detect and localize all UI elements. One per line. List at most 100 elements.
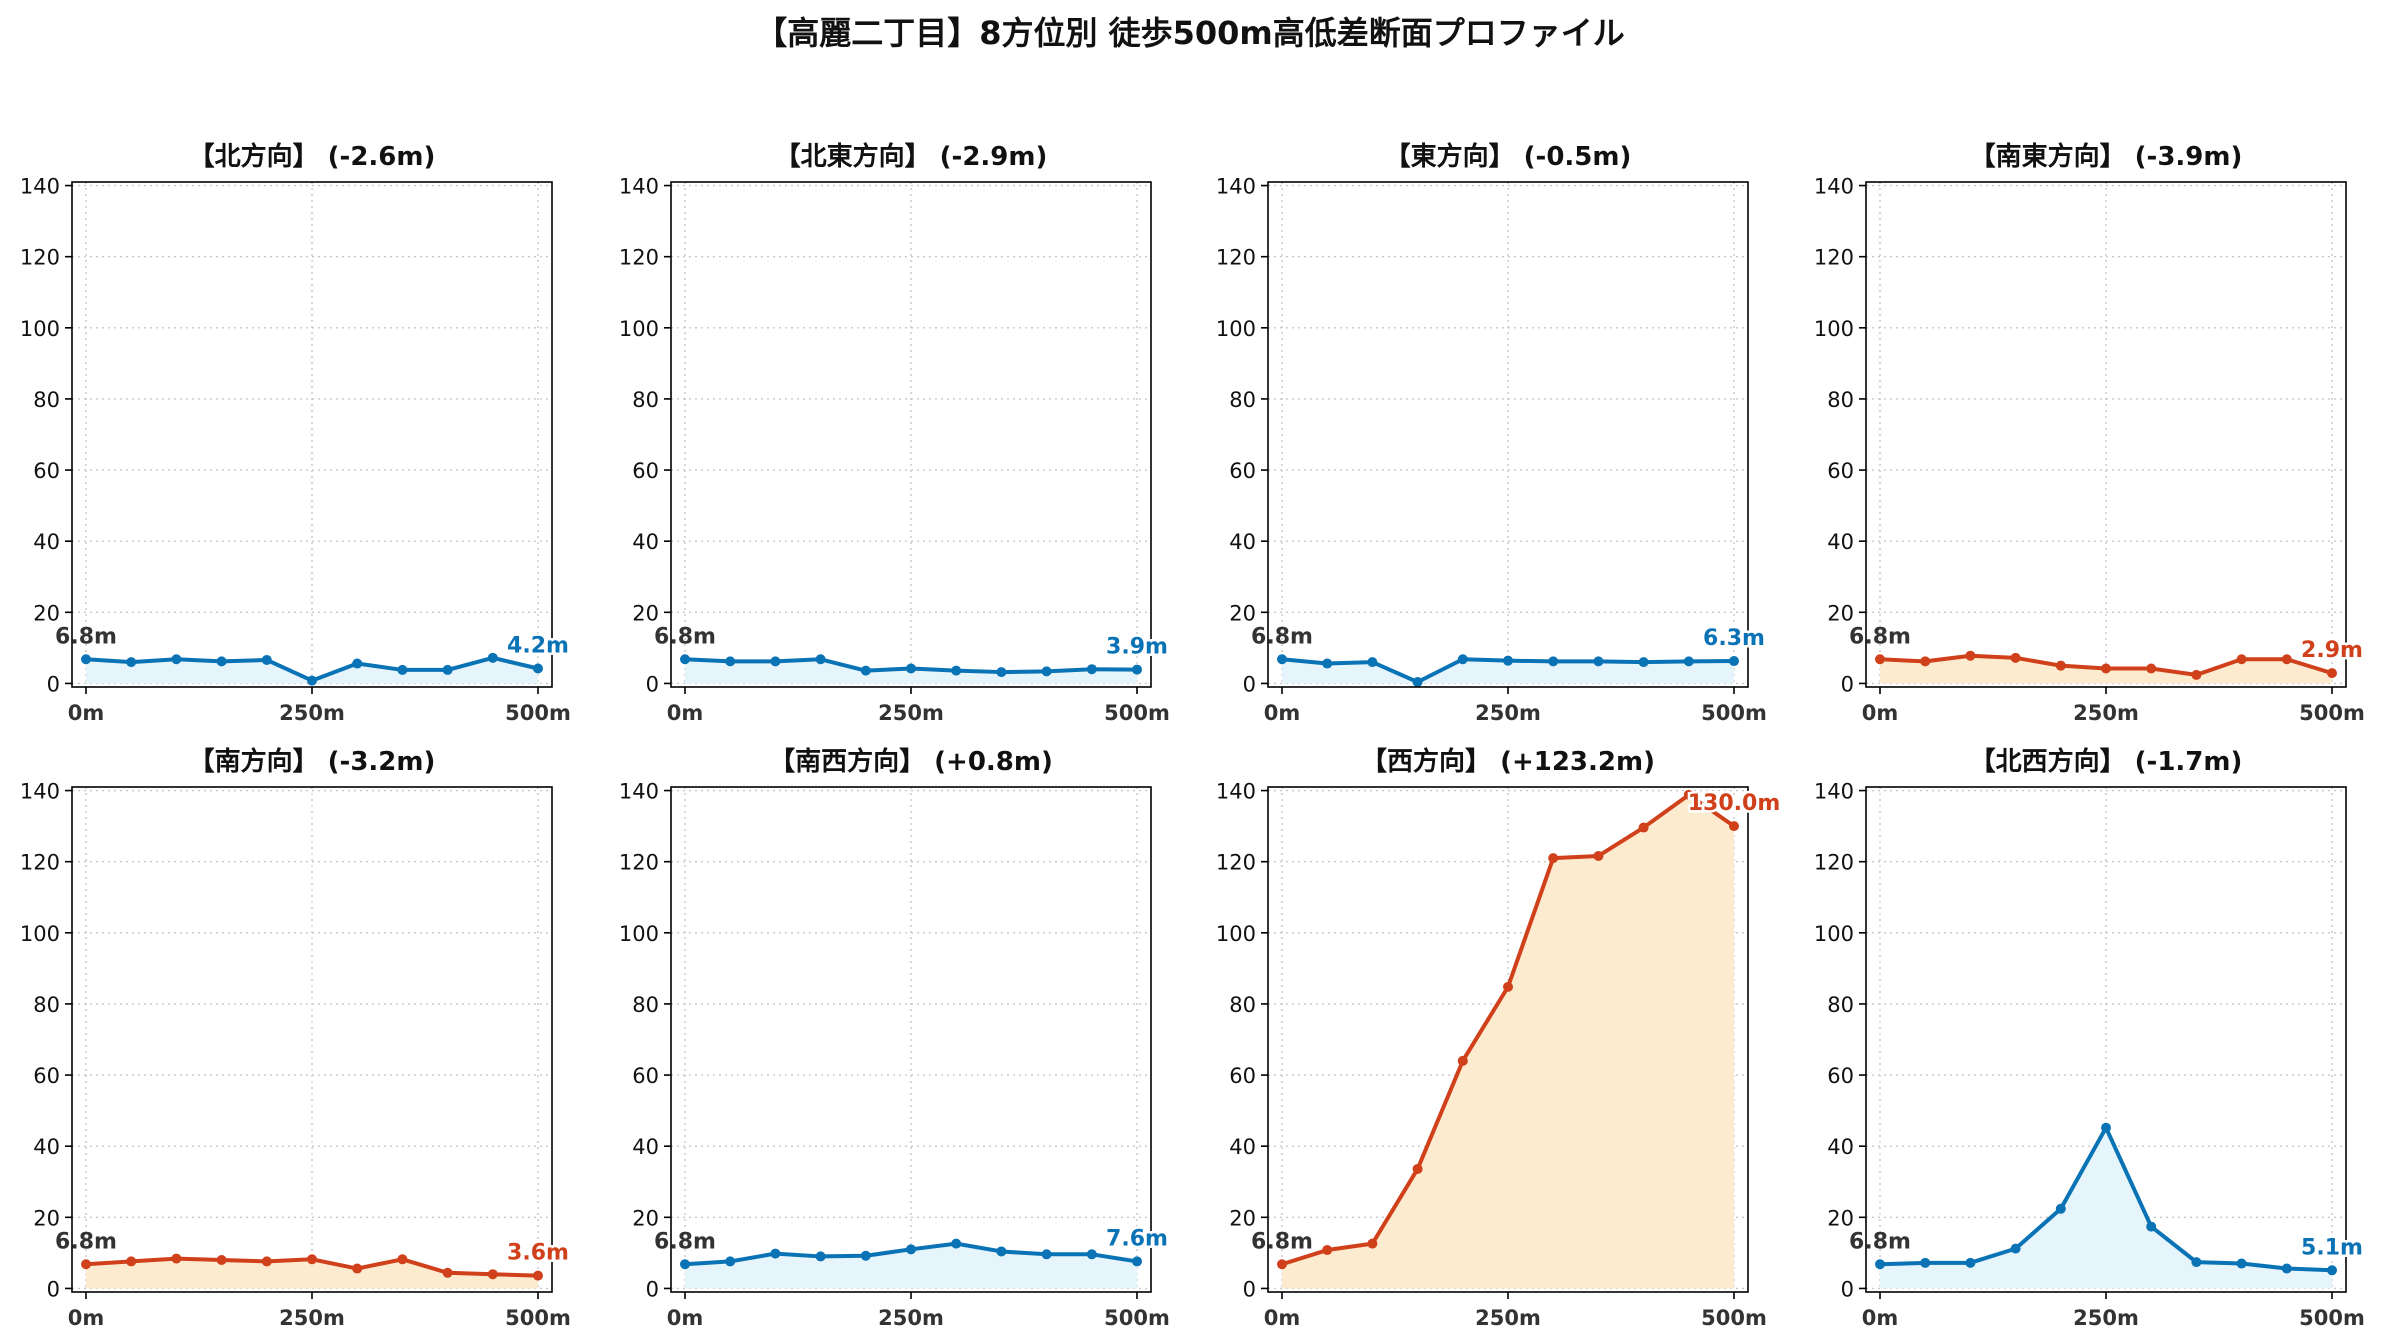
profile-point xyxy=(996,1246,1007,1257)
profile-point xyxy=(1503,655,1513,666)
y-tick-label: 120 xyxy=(1216,246,1256,270)
profile-point xyxy=(996,667,1007,678)
y-tick-label: 20 xyxy=(632,1206,659,1230)
x-tick-label: 500m xyxy=(505,1306,571,1330)
y-tick-label: 60 xyxy=(1827,459,1854,483)
profile-point xyxy=(1638,657,1649,668)
start-elevation-label: 6.8m xyxy=(1849,1229,1911,1254)
y-tick-label: 140 xyxy=(20,175,60,199)
profile-point xyxy=(487,652,498,663)
y-tick-label: 60 xyxy=(632,459,659,483)
y-tick-label: 20 xyxy=(33,601,60,625)
start-elevation-label: 6.8m xyxy=(55,624,117,649)
y-tick-label: 20 xyxy=(1827,1206,1854,1230)
profile-panel: 【北西方向】 (-1.7m) 0 20 40 60 80 100 120 140 0m 250m 50… xyxy=(1814,746,2366,1330)
profile-point xyxy=(533,1270,543,1281)
profile-point xyxy=(1041,1249,1052,1260)
profile-point xyxy=(1412,1163,1423,1174)
y-tick-label: 60 xyxy=(33,459,60,483)
y-tick-label: 120 xyxy=(619,246,659,270)
profile-point xyxy=(216,1254,227,1265)
y-tick-label: 100 xyxy=(619,317,659,341)
y-tick-label: 40 xyxy=(632,530,659,554)
end-elevation-label: 6.3m xyxy=(1703,626,1765,651)
profile-point xyxy=(2146,1221,2157,1232)
start-elevation-label: 6.8m xyxy=(654,624,716,649)
profile-point xyxy=(1683,656,1694,667)
y-tick-label: 20 xyxy=(1827,601,1854,625)
x-tick-label: 0m xyxy=(68,1306,105,1330)
profile-point xyxy=(216,656,227,667)
profile-point xyxy=(81,654,91,665)
profile-point xyxy=(2327,668,2337,679)
y-tick-label: 100 xyxy=(1216,317,1256,341)
y-tick-label: 140 xyxy=(1814,780,1854,804)
x-tick-label: 500m xyxy=(1701,1306,1767,1330)
y-tick-label: 140 xyxy=(1814,175,1854,199)
profile-point xyxy=(951,1238,962,1249)
profile-panel: 【南東方向】 (-3.9m) 0 20 40 60 80 100 120 140 0m 250m 50… xyxy=(1814,141,2366,725)
end-elevation-label: 4.2m xyxy=(507,634,569,659)
y-tick-label: 140 xyxy=(1216,175,1256,199)
profile-area xyxy=(1880,1127,2332,1289)
y-tick-label: 140 xyxy=(619,780,659,804)
y-tick-label: 80 xyxy=(632,993,659,1017)
end-elevation-label: 5.1m xyxy=(2301,1235,2363,1260)
x-tick-label: 0m xyxy=(68,701,105,725)
profile-point xyxy=(2327,1265,2337,1276)
profile-point xyxy=(1041,666,1052,677)
y-tick-label: 40 xyxy=(1229,530,1256,554)
profile-point xyxy=(126,1256,137,1267)
x-tick-label: 500m xyxy=(1701,701,1767,725)
y-tick-label: 20 xyxy=(632,601,659,625)
y-tick-label: 40 xyxy=(1229,1135,1256,1159)
end-elevation-label: 2.9m xyxy=(2301,638,2363,663)
y-tick-label: 60 xyxy=(632,1064,659,1088)
profile-point xyxy=(2281,654,2292,665)
profile-point xyxy=(1322,658,1333,669)
profile-point xyxy=(2101,663,2111,674)
y-tick-label: 0 xyxy=(1243,672,1256,696)
profile-panel: 【西方向】 (+123.2m) 0 20 40 60 80 100 120 140 0m 250m 5… xyxy=(1216,746,1783,1330)
profile-point xyxy=(1920,1257,1931,1268)
profile-point xyxy=(171,654,182,665)
y-tick-label: 140 xyxy=(619,175,659,199)
profile-panel: 【北東方向】 (-2.9m) 0 20 40 60 80 100 120 140 0m 250m 50… xyxy=(619,141,1171,725)
profile-point xyxy=(815,1251,826,1262)
profile-point xyxy=(1367,1238,1378,1249)
y-tick-label: 140 xyxy=(1216,780,1256,804)
profile-point xyxy=(1503,981,1513,992)
profile-point xyxy=(1729,821,1739,832)
profile-point xyxy=(725,656,736,667)
y-tick-label: 60 xyxy=(1229,459,1256,483)
profile-point xyxy=(1277,1259,1287,1270)
profile-panel: 【南方向】 (-3.2m) 0 20 40 60 80 100 120 140 0m 250m 500… xyxy=(20,746,572,1330)
profile-point xyxy=(1875,1259,1885,1270)
profile-point xyxy=(2146,663,2157,674)
y-tick-label: 0 xyxy=(47,672,60,696)
profile-point xyxy=(1132,664,1142,675)
y-tick-label: 80 xyxy=(1229,388,1256,412)
profile-point xyxy=(2191,669,2202,680)
y-tick-label: 80 xyxy=(33,388,60,412)
y-tick-label: 40 xyxy=(632,1135,659,1159)
x-tick-label: 0m xyxy=(1862,1306,1899,1330)
profile-point xyxy=(171,1253,182,1264)
y-tick-label: 60 xyxy=(1827,1064,1854,1088)
x-tick-label: 250m xyxy=(1475,701,1541,725)
x-tick-label: 0m xyxy=(667,1306,704,1330)
y-tick-label: 100 xyxy=(20,922,60,946)
y-tick-label: 0 xyxy=(1841,672,1854,696)
figure-title: 【高麗二丁目】8方位別 徒歩500m高低差断面プロファイル xyxy=(755,14,1625,52)
start-elevation-label: 6.8m xyxy=(1251,624,1313,649)
profile-point xyxy=(1920,656,1931,667)
y-tick-label: 0 xyxy=(47,1277,60,1301)
profile-point xyxy=(815,654,826,665)
profile-point xyxy=(1965,650,1976,661)
y-tick-label: 0 xyxy=(1243,1277,1256,1301)
profile-panel: 【東方向】 (-0.5m) 0 20 40 60 80 100 120 140 0m 250m 500… xyxy=(1216,141,1768,725)
profile-point xyxy=(2010,652,2021,663)
y-tick-label: 40 xyxy=(1827,1135,1854,1159)
profile-point xyxy=(487,1269,498,1280)
profile-point xyxy=(951,665,962,676)
